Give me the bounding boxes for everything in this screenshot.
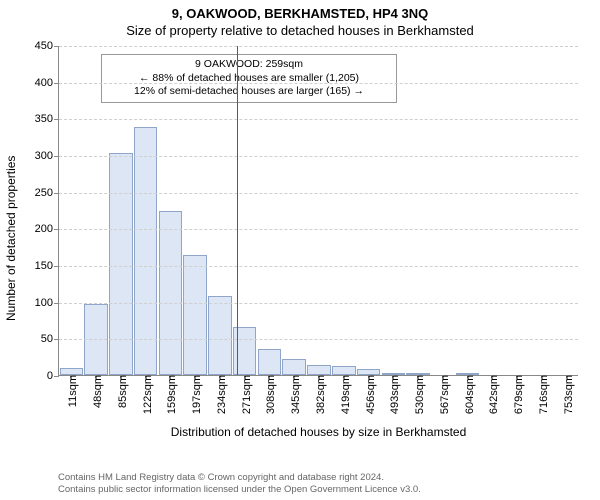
x-axis-label: Distribution of detached houses by size … [59,425,578,439]
annotation-line3: 12% of semi-detached houses are larger (… [108,85,390,99]
xtick-label: 85sqm [113,375,129,408]
gridline [59,303,578,304]
xtick-label: 122sqm [138,375,154,414]
histogram-bar [307,365,331,375]
xtick-label: 419sqm [336,375,352,414]
histogram-bar [332,366,356,375]
ytick-label: 50 [41,333,59,345]
histogram-bar [60,368,84,375]
ytick-label: 300 [35,150,59,162]
xtick-label: 456sqm [361,375,377,414]
xtick-label: 716sqm [534,375,550,414]
chart-title-sub: Size of property relative to detached ho… [0,21,600,38]
xtick-label: 753sqm [559,375,575,414]
gridline [59,229,578,230]
xtick-label: 604sqm [460,375,476,414]
ytick-label: 400 [35,77,59,89]
reference-line [237,46,238,375]
xtick-label: 642sqm [484,375,500,414]
xtick-label: 493sqm [385,375,401,414]
footer-line1: Contains HM Land Registry data © Crown c… [58,472,421,484]
annotation-line1: 9 OAKWOOD: 259sqm [108,58,390,72]
gridline [59,46,578,47]
plot-area: 9 OAKWOOD: 259sqm ← 88% of detached hous… [58,46,578,376]
xtick-label: 197sqm [187,375,203,414]
ytick-label: 350 [35,113,59,125]
ytick-label: 200 [35,223,59,235]
gridline [59,119,578,120]
gridline [59,266,578,267]
histogram-bar [183,255,207,375]
footer-line2: Contains public sector information licen… [58,484,421,496]
xtick-label: 382sqm [311,375,327,414]
xtick-label: 234sqm [212,375,228,414]
gridline [59,339,578,340]
chart-container: 9 OAKWOOD: 259sqm ← 88% of detached hous… [0,38,600,438]
histogram-bar [134,127,158,375]
ytick-label: 150 [35,260,59,272]
gridline [59,156,578,157]
xtick-label: 48sqm [88,375,104,408]
histogram-bar [258,349,282,375]
histogram-bar [159,211,183,375]
xtick-label: 11sqm [63,375,79,407]
chart-title-main: 9, OAKWOOD, BERKHAMSTED, HP4 3NQ [0,0,600,21]
ytick-label: 250 [35,187,59,199]
xtick-label: 271sqm [237,375,253,414]
xtick-label: 159sqm [162,375,178,414]
histogram-bar [282,359,306,375]
xtick-label: 530sqm [410,375,426,414]
ytick-label: 100 [35,297,59,309]
xtick-label: 308sqm [261,375,277,414]
ytick-label: 0 [47,370,59,382]
histogram-bar [208,296,232,375]
annotation-box: 9 OAKWOOD: 259sqm ← 88% of detached hous… [101,54,397,103]
xtick-label: 679sqm [509,375,525,414]
footer-attribution: Contains HM Land Registry data © Crown c… [58,472,421,496]
xtick-label: 567sqm [435,375,451,414]
histogram-bar [109,153,133,375]
ytick-label: 450 [35,40,59,52]
gridline [59,193,578,194]
gridline [59,83,578,84]
xtick-label: 345sqm [286,375,302,414]
